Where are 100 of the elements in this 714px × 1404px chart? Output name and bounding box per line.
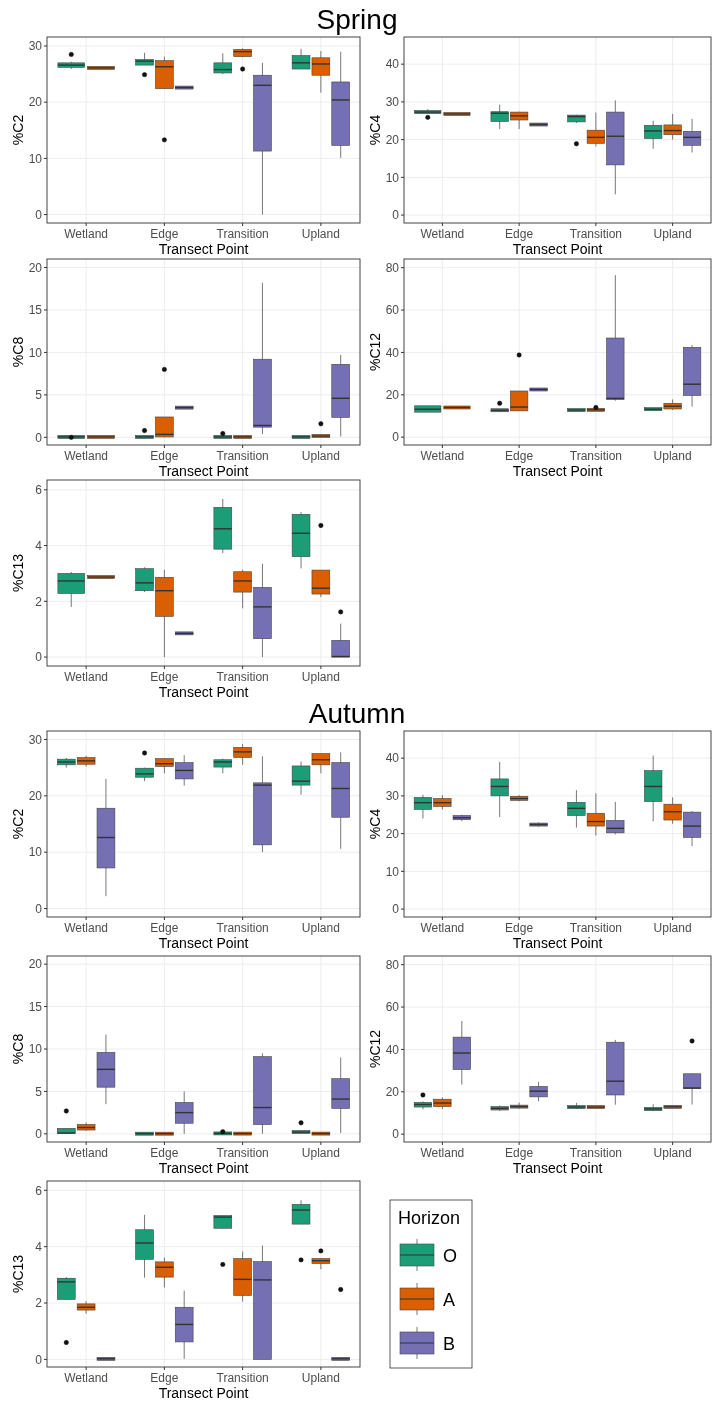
y-tick-label: 10: [385, 170, 400, 185]
y-tick-label: 60: [385, 303, 400, 318]
x-tick-label: Upland: [653, 227, 692, 241]
y-axis-title: %C13: [10, 1254, 26, 1294]
y-tick-label: 20: [28, 95, 43, 110]
legend-label: O: [443, 1246, 458, 1266]
x-tick-label: Upland: [653, 449, 692, 463]
x-tick-label: Transition: [216, 670, 269, 684]
y-tick-label: 40: [385, 345, 400, 360]
x-tick-label: Upland: [301, 670, 340, 684]
y-tick-label: 10: [28, 151, 43, 166]
y-tick-label: 6: [35, 1183, 43, 1198]
y-tick-label: 0: [392, 208, 400, 223]
x-tick-label: Wetland: [420, 921, 465, 935]
y-axis-title: %C8: [10, 336, 26, 368]
x-tick-label: Wetland: [64, 921, 109, 935]
y-tick-label: 0: [392, 1127, 400, 1142]
y-tick-label: 0: [35, 650, 43, 665]
x-tick-label: Upland: [301, 1371, 340, 1385]
x-tick-label: Edge: [505, 227, 534, 241]
x-tick-label: Upland: [653, 1146, 692, 1160]
y-tick-label: 20: [28, 789, 43, 804]
y-tick-label: 20: [385, 826, 400, 841]
x-tick-label: Transition: [216, 921, 269, 935]
x-axis-title: Transect Point: [158, 935, 249, 951]
x-tick-label: Upland: [301, 1146, 340, 1160]
x-tick-label: Transition: [569, 449, 622, 463]
y-axis-title: %C4: [367, 114, 383, 146]
y-tick-label: 10: [28, 845, 43, 860]
y-axis-title: %C2: [10, 808, 26, 840]
x-tick-label: Edge: [150, 227, 179, 241]
y-tick-label: 0: [35, 1352, 43, 1367]
legend-label: A: [443, 1290, 456, 1310]
x-axis-title: Transect Point: [512, 1160, 603, 1176]
x-tick-label: Transition: [569, 1146, 622, 1160]
x-tick-label: Wetland: [420, 449, 465, 463]
y-tick-label: 10: [28, 1042, 43, 1057]
x-tick-label: Transition: [569, 921, 622, 935]
x-tick-label: Edge: [150, 1371, 179, 1385]
x-axis-title: Transect Point: [158, 241, 249, 257]
chart-title: Spring: [316, 4, 398, 35]
y-tick-label: 5: [35, 1084, 43, 1099]
y-tick-label: 40: [385, 57, 400, 72]
x-axis-title: Transect Point: [158, 1385, 249, 1401]
y-tick-label: 30: [28, 732, 43, 747]
chart-title: Autumn: [308, 698, 406, 729]
x-tick-label: Transition: [569, 227, 622, 241]
y-tick-label: 40: [385, 1042, 400, 1057]
y-tick-label: 6: [35, 482, 43, 497]
y-tick-label: 15: [28, 303, 43, 318]
y-axis-title: %C12: [367, 332, 383, 372]
x-axis-title: Transect Point: [158, 1160, 249, 1176]
y-tick-label: 0: [392, 430, 400, 445]
y-tick-label: 0: [392, 902, 400, 917]
y-axis-title: %C2: [10, 114, 26, 146]
x-axis-title: Transect Point: [158, 463, 249, 479]
x-tick-label: Upland: [301, 449, 340, 463]
y-tick-label: 0: [35, 430, 43, 445]
y-tick-label: 10: [385, 864, 400, 879]
y-tick-label: 20: [28, 957, 43, 972]
x-tick-label: Edge: [150, 1146, 179, 1160]
x-axis-title: Transect Point: [512, 241, 603, 257]
y-tick-label: 0: [35, 1127, 43, 1142]
x-tick-label: Wetland: [64, 1371, 109, 1385]
x-tick-label: Upland: [301, 227, 340, 241]
y-tick-label: 15: [28, 999, 43, 1014]
x-tick-label: Upland: [301, 921, 340, 935]
y-tick-label: 2: [35, 1296, 43, 1311]
y-tick-label: 80: [385, 957, 400, 972]
x-axis-title: Transect Point: [158, 684, 249, 700]
y-tick-label: 4: [35, 538, 43, 553]
y-axis-title: %C4: [367, 808, 383, 840]
y-tick-label: 40: [385, 751, 400, 766]
y-tick-label: 20: [385, 132, 400, 147]
x-tick-label: Edge: [150, 921, 179, 935]
y-tick-label: 20: [385, 1084, 400, 1099]
y-tick-label: 0: [35, 901, 43, 916]
x-tick-label: Edge: [150, 670, 179, 684]
x-tick-label: Edge: [505, 921, 534, 935]
x-tick-label: Wetland: [420, 1146, 465, 1160]
y-tick-label: 5: [35, 388, 43, 403]
x-axis-title: Transect Point: [512, 463, 603, 479]
x-tick-label: Wetland: [64, 227, 109, 241]
x-tick-label: Edge: [505, 1146, 534, 1160]
y-tick-label: 10: [28, 345, 43, 360]
x-tick-label: Edge: [150, 449, 179, 463]
x-tick-label: Transition: [216, 1371, 269, 1385]
x-tick-label: Wetland: [420, 227, 465, 241]
y-tick-label: 0: [35, 207, 43, 222]
x-tick-label: Transition: [216, 227, 269, 241]
x-tick-label: Edge: [505, 449, 534, 463]
legend-label: B: [443, 1334, 456, 1354]
y-tick-label: 4: [35, 1239, 43, 1254]
x-tick-label: Transition: [216, 1146, 269, 1160]
x-tick-label: Transition: [216, 449, 269, 463]
y-tick-label: 20: [385, 387, 400, 402]
y-tick-label: 60: [385, 1000, 400, 1015]
x-tick-label: Upland: [653, 921, 692, 935]
legend-title: Horizon: [398, 1208, 461, 1228]
y-tick-label: 30: [28, 39, 43, 54]
